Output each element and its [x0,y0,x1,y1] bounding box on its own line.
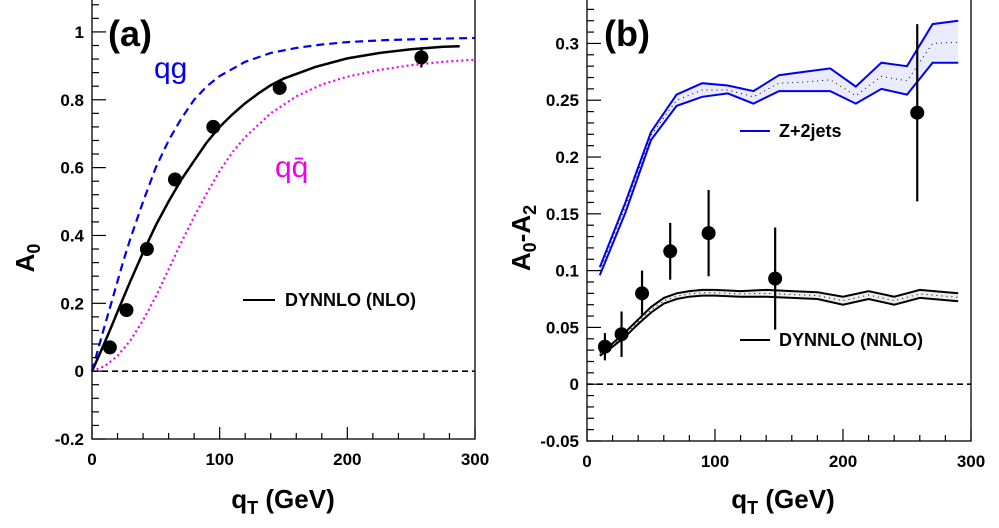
panel-a-y-tick-label: 1 [75,23,84,42]
panel-b-marker-4 [663,244,678,259]
panel-b-band-dynnlo-fill [599,289,959,356]
panel-a-series-dynnlo [90,44,460,372]
panel-a-y-tick-label: 0.8 [60,91,84,110]
panel-a-series-qg [90,36,476,372]
panel-b-band-dynnlo-lower [599,294,959,357]
panel-a-data-point-6 [272,80,287,95]
panel-b-y-axis-title: A0-A2 [506,205,540,271]
panel-b-band-dynnlo-center [599,292,959,355]
panel-a-tick-layer: 0 100 200 300-0.200.20.40.60.81 [55,4,489,469]
panel-b-y-tick-label: 0.2 [555,148,579,167]
panel-a-legend-label: DYNNLO (NLO) [285,290,416,310]
panel-a-marker-4 [167,172,182,187]
panel-b-legend-dynnlo-label: DYNNLO (NNLO) [779,330,923,350]
panel-a-series-qqbar [91,58,476,373]
panel-b-data-point-5 [701,189,716,277]
panel-b-marker-5 [701,226,716,241]
panel-a-x-tick-label: 0 [87,450,96,469]
panel-b-x-axis-title: qT (GeV) [731,484,834,518]
panel-b-y-tick-label: 0.15 [546,205,579,224]
panel-a-data-point-1 [102,340,117,355]
panel-b-ylabel-sub: 0 [520,242,540,252]
panel-b-data-point-2 [614,311,629,357]
panel-a-marker-5 [206,119,221,134]
panel-b-ylabel-sub2: 2 [520,205,540,215]
panel-a-xlabel-q: q [231,484,247,514]
panel-b-band-zjets-lower [598,61,959,276]
panel-b-xlabel-unit: (GeV) [758,484,835,514]
panel-b-data-point-1 [597,333,612,361]
panel-b-label: (b) [604,13,650,54]
panel-b-xlabel-sub: T [747,498,758,518]
panel-b-y-tick-label: 0.05 [546,318,579,337]
panel-a-y-axis-title: A0 [10,244,44,273]
panel-b-data-point-3 [635,270,650,317]
panel-a-marker-7 [414,50,429,65]
panel-a-data-point-5 [206,119,221,134]
qqbar-curve-label: qq̄ [275,151,308,184]
panel-b-x-tick-label: 0 [582,452,591,471]
panel-b-ylabel-a: A [506,252,536,271]
panel-b-marker-7 [910,105,925,120]
panel-b-y-tick-label: 0.3 [555,34,579,53]
panel-b-legend-zjets-label: Z+2jets [779,121,842,141]
panel-a-ylabel-a: A [10,253,40,272]
panel-a-data-point-4 [167,172,182,187]
panel-b-x-tick-label: 100 [701,452,729,471]
panel-b-y-tick-label: -0.05 [540,432,579,451]
panel-b-data-point-4 [663,222,678,280]
panel-a-legend: DYNNLO (NLO) [243,290,416,310]
panel-b-marker-6 [768,271,783,286]
panel-b-xlabel-q: q [731,484,747,514]
panel-b-marker-3 [635,286,650,301]
panel-b-band-zjets-fill [599,20,959,276]
panel-a-frame [91,0,476,440]
panel-a-data-point-3 [139,242,154,257]
panel-a-y-tick-label: -0.2 [55,430,84,449]
panel-a-y-tick-label: 0.6 [60,159,84,178]
panel-a-y-tick-label: 0 [75,362,84,381]
panel-b-legend-dynnlo: DYNNLO (NNLO) [740,330,923,350]
qg-curve-label: qg [154,52,187,85]
panel-a-y-tick-label: 0.4 [60,226,84,245]
panel-a-marker-1 [102,340,117,355]
panel-a-x-axis-title: qT (GeV) [231,484,334,518]
panel-a-marker-6 [272,80,287,95]
panel-b-ylabel-mid: -A [506,215,536,243]
panel-b-legend-zjets: Z+2jets [740,121,842,141]
panel-a-xlabel-sub: T [247,498,258,518]
panel-b-x-tick-label: 200 [829,452,857,471]
panel-a-x-tick-label: 200 [333,450,361,469]
panel-a-data-point-7 [414,47,429,68]
panel-a-xlabel-unit: (GeV) [258,484,335,514]
panel-b-plot-layer [587,19,971,386]
panel-a-marker-2 [119,303,134,318]
panel-a-y-tick-label: 0.2 [60,294,84,313]
panel-b-band-zjets-upper [598,19,959,268]
panel-b-x-tick-label: 300 [957,452,985,471]
panel-a-ylabel-sub: 0 [24,244,44,254]
panel-a-marker-3 [139,242,154,257]
panel-a-x-tick-label: 300 [461,450,489,469]
panel-b-y-tick-label: 0.25 [546,91,579,110]
panel-b-y-tick-label: 0 [570,375,579,394]
panel-a-plot-layer [90,36,476,373]
panel-b-data-point-7 [910,24,925,202]
panel-b-band-dynnlo-upper [599,288,959,354]
panel-b-marker-2 [614,327,629,342]
panel-a: 0 100 200 300-0.200.20.40.60.81 (a) qg qq̄ … [10,0,489,518]
panel-b-marker-1 [597,339,612,354]
panel-a-x-tick-label: 100 [205,450,233,469]
panel-a-label: (a) [108,13,152,54]
panel-b-data-point-6 [768,227,783,330]
panel-b-y-tick-label: 0.1 [555,262,579,281]
panel-a-data-point-2 [119,303,134,318]
panel-b-frame [586,0,972,442]
